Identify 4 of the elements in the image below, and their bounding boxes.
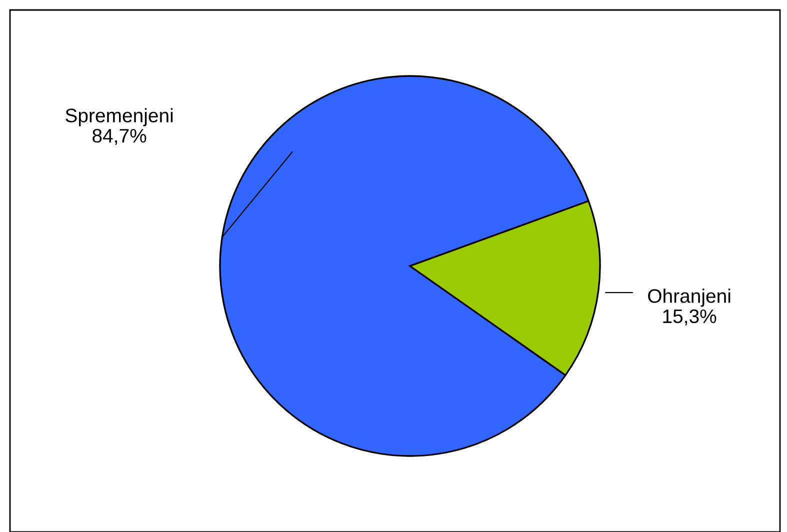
data-label: 15,3% [663, 309, 716, 326]
data-label: 84,7% [92, 128, 146, 145]
slice-label: Spremenjeni [66, 108, 173, 126]
slice-label: Ohranjeni [648, 288, 730, 307]
